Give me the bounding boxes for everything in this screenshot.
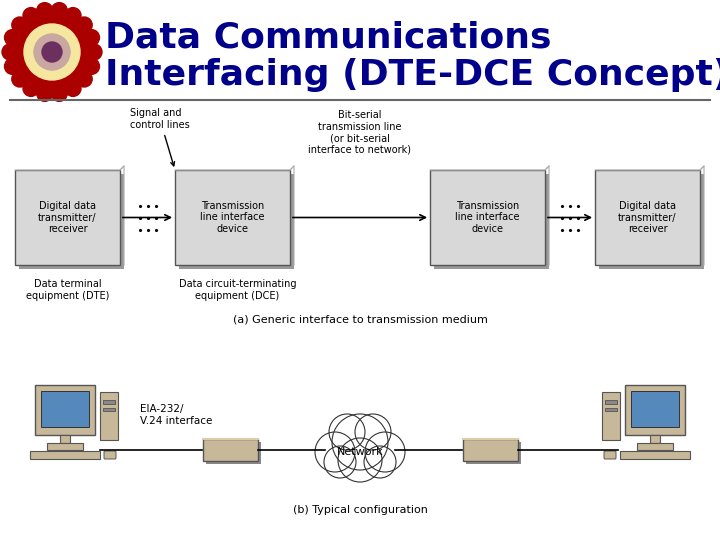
FancyBboxPatch shape bbox=[179, 174, 294, 269]
Circle shape bbox=[14, 14, 90, 90]
Circle shape bbox=[315, 432, 355, 472]
Circle shape bbox=[84, 30, 99, 46]
Circle shape bbox=[355, 414, 391, 450]
FancyBboxPatch shape bbox=[605, 400, 617, 404]
Circle shape bbox=[37, 85, 53, 102]
FancyBboxPatch shape bbox=[19, 174, 124, 269]
FancyBboxPatch shape bbox=[604, 451, 616, 459]
FancyBboxPatch shape bbox=[599, 174, 704, 269]
Text: (a) Generic interface to transmission medium: (a) Generic interface to transmission me… bbox=[233, 315, 487, 325]
FancyBboxPatch shape bbox=[434, 174, 549, 269]
Circle shape bbox=[12, 71, 28, 87]
FancyBboxPatch shape bbox=[430, 170, 545, 265]
Text: Network: Network bbox=[337, 447, 383, 457]
Circle shape bbox=[51, 85, 67, 102]
Circle shape bbox=[2, 44, 18, 60]
Circle shape bbox=[23, 80, 39, 96]
FancyBboxPatch shape bbox=[60, 435, 70, 443]
FancyBboxPatch shape bbox=[30, 451, 100, 459]
Circle shape bbox=[76, 17, 92, 33]
Text: Bit-serial
transmission line
(or bit-serial
interface to network): Bit-serial transmission line (or bit-ser… bbox=[308, 110, 412, 155]
Text: Signal and
control lines: Signal and control lines bbox=[130, 109, 190, 166]
Circle shape bbox=[4, 58, 21, 75]
Circle shape bbox=[365, 432, 405, 472]
Circle shape bbox=[42, 42, 62, 62]
Text: Digital data
transmitter/
receiver: Digital data transmitter/ receiver bbox=[38, 201, 96, 234]
Circle shape bbox=[65, 80, 81, 96]
Text: Data terminal
equipment (DTE): Data terminal equipment (DTE) bbox=[26, 279, 109, 301]
Text: Transmission
line interface
device: Transmission line interface device bbox=[200, 201, 265, 234]
FancyBboxPatch shape bbox=[637, 443, 673, 450]
Text: Interfacing (DTE-DCE Concept): Interfacing (DTE-DCE Concept) bbox=[105, 58, 720, 92]
FancyBboxPatch shape bbox=[605, 408, 617, 411]
Circle shape bbox=[12, 17, 28, 33]
Circle shape bbox=[324, 446, 356, 478]
FancyBboxPatch shape bbox=[625, 385, 685, 435]
FancyBboxPatch shape bbox=[202, 439, 258, 461]
Text: Digital data
transmitter/
receiver: Digital data transmitter/ receiver bbox=[618, 201, 677, 234]
FancyBboxPatch shape bbox=[205, 442, 261, 464]
Circle shape bbox=[76, 71, 92, 87]
FancyBboxPatch shape bbox=[462, 439, 518, 461]
Circle shape bbox=[86, 44, 102, 60]
Circle shape bbox=[364, 446, 396, 478]
Circle shape bbox=[329, 414, 365, 450]
FancyBboxPatch shape bbox=[15, 170, 120, 265]
Circle shape bbox=[37, 3, 53, 19]
FancyBboxPatch shape bbox=[602, 392, 620, 440]
Circle shape bbox=[4, 30, 21, 46]
Circle shape bbox=[51, 3, 67, 19]
FancyBboxPatch shape bbox=[100, 392, 118, 440]
Circle shape bbox=[23, 8, 39, 24]
FancyBboxPatch shape bbox=[631, 391, 679, 427]
FancyBboxPatch shape bbox=[650, 435, 660, 443]
FancyBboxPatch shape bbox=[595, 170, 700, 265]
Text: Transmission
line interface
device: Transmission line interface device bbox=[455, 201, 520, 234]
Text: (b) Typical configuration: (b) Typical configuration bbox=[292, 505, 428, 515]
Circle shape bbox=[65, 8, 81, 24]
Text: Data circuit-terminating
equipment (DCE): Data circuit-terminating equipment (DCE) bbox=[179, 279, 296, 301]
Circle shape bbox=[24, 24, 80, 80]
FancyBboxPatch shape bbox=[620, 451, 690, 459]
FancyBboxPatch shape bbox=[103, 400, 115, 404]
Text: Data Communications: Data Communications bbox=[105, 21, 552, 55]
Circle shape bbox=[338, 438, 382, 482]
FancyBboxPatch shape bbox=[103, 408, 115, 411]
FancyBboxPatch shape bbox=[175, 170, 290, 265]
Circle shape bbox=[332, 414, 388, 470]
FancyBboxPatch shape bbox=[35, 385, 95, 435]
FancyBboxPatch shape bbox=[47, 443, 83, 450]
Circle shape bbox=[34, 34, 70, 70]
Circle shape bbox=[84, 58, 99, 75]
FancyBboxPatch shape bbox=[41, 391, 89, 427]
FancyBboxPatch shape bbox=[104, 451, 116, 459]
FancyBboxPatch shape bbox=[466, 442, 521, 464]
Text: EIA-232/
V.24 interface: EIA-232/ V.24 interface bbox=[140, 404, 212, 426]
